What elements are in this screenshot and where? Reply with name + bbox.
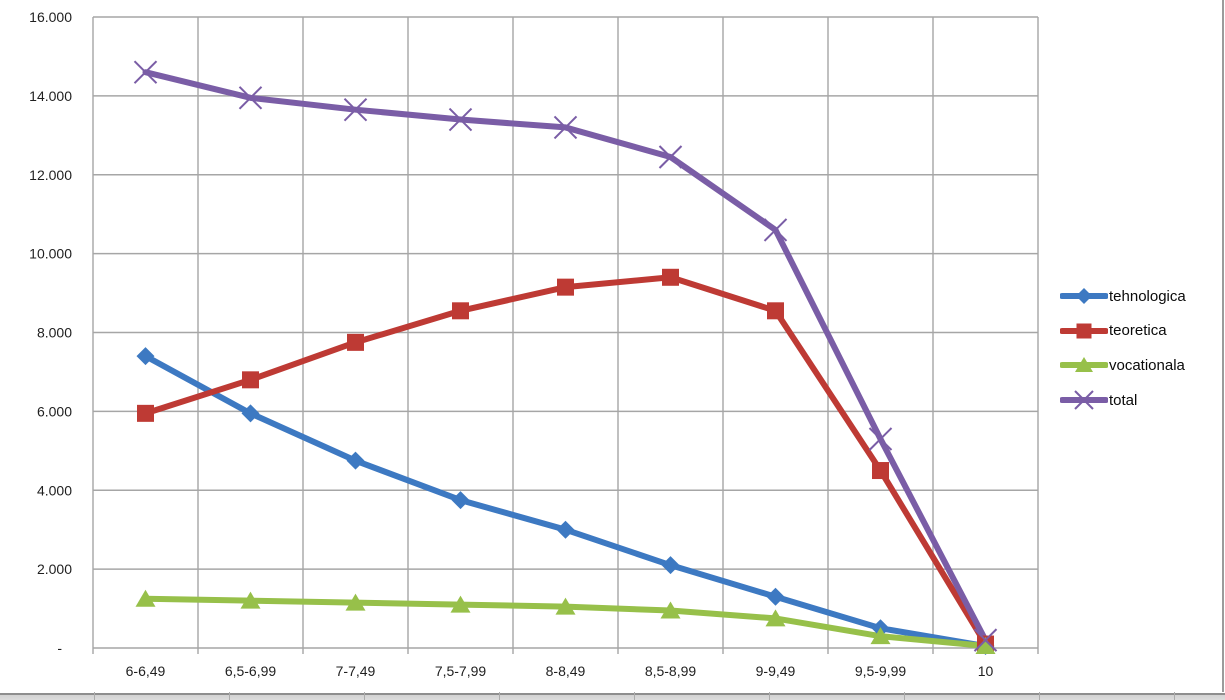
y-axis-tick-label: 6.000 bbox=[37, 403, 72, 419]
data-point-teoretica-2 bbox=[347, 333, 364, 351]
data-point-total-1 bbox=[238, 86, 263, 110]
y-axis-tick-label: 4.000 bbox=[37, 482, 72, 498]
data-point-tehnologica-5 bbox=[661, 556, 680, 575]
data-point-total-6 bbox=[763, 218, 788, 242]
y-axis-tick-label: 12.000 bbox=[29, 167, 72, 183]
data-point-total-8 bbox=[973, 628, 998, 652]
data-point-tehnologica-6 bbox=[766, 587, 785, 606]
x-axis-category-label: 8-8,49 bbox=[546, 663, 586, 679]
y-axis-tick-label: 8.000 bbox=[37, 325, 72, 341]
data-point-teoretica-0 bbox=[137, 404, 154, 422]
data-point-tehnologica-2 bbox=[346, 451, 365, 470]
legend-item-vocationala: vocationala bbox=[1060, 348, 1186, 383]
x-axis-category-label: 6,5-6,99 bbox=[225, 663, 277, 679]
legend-item-tehnologica: tehnologica bbox=[1060, 279, 1186, 314]
data-point-total-0 bbox=[133, 60, 158, 84]
data-point-vocationala-1 bbox=[240, 591, 261, 609]
data-point-total-5 bbox=[658, 145, 683, 169]
data-point-total-4 bbox=[553, 115, 578, 140]
data-point-teoretica-5 bbox=[662, 268, 679, 286]
data-point-tehnologica-3 bbox=[451, 491, 470, 510]
data-point-total-7 bbox=[868, 427, 893, 451]
data-point-vocationala-2 bbox=[345, 593, 366, 611]
legend-label: tehnologica bbox=[1109, 287, 1186, 305]
x-axis-category-label: 9,5-9,99 bbox=[855, 663, 907, 679]
y-axis-tick-label: - bbox=[57, 640, 62, 656]
data-point-vocationala-0 bbox=[135, 589, 156, 607]
legend-label: teoretica bbox=[1109, 322, 1167, 340]
data-point-vocationala-3 bbox=[450, 595, 471, 613]
legend-marker-triangle-icon bbox=[1060, 357, 1108, 373]
legend-item-teoretica: teoretica bbox=[1060, 314, 1186, 349]
data-point-vocationala-8 bbox=[975, 637, 996, 655]
y-axis-tick-label: 16.000 bbox=[29, 9, 72, 25]
legend-item-total: total bbox=[1060, 383, 1186, 418]
legend-marker-x-icon bbox=[1060, 390, 1108, 410]
x-axis-category-label: 8,5-8,99 bbox=[645, 663, 697, 679]
x-axis-category-label: 7-7,49 bbox=[336, 663, 376, 679]
legend-label: vocationala bbox=[1109, 356, 1185, 374]
chart-frame-right-edge bbox=[1222, 0, 1224, 694]
legend-marker-diamond-icon bbox=[1060, 288, 1108, 305]
data-point-vocationala-6 bbox=[765, 609, 786, 627]
data-point-tehnologica-0 bbox=[136, 347, 155, 366]
data-point-teoretica-7 bbox=[872, 462, 889, 480]
data-point-tehnologica-4 bbox=[556, 520, 575, 539]
x-axis-category-label: 7,5-7,99 bbox=[435, 663, 487, 679]
data-point-vocationala-7 bbox=[870, 627, 891, 645]
data-point-total-3 bbox=[448, 107, 473, 132]
worksheet-grid-strip bbox=[0, 692, 1225, 700]
data-point-tehnologica-1 bbox=[241, 404, 260, 423]
data-point-teoretica-6 bbox=[767, 302, 784, 320]
x-axis-category-label: 10 bbox=[978, 663, 994, 679]
x-axis-category-label: 6-6,49 bbox=[126, 663, 166, 679]
data-point-teoretica-3 bbox=[452, 302, 469, 320]
data-point-teoretica-1 bbox=[242, 371, 259, 389]
y-axis-tick-label: 2.000 bbox=[37, 561, 72, 577]
y-axis-tick-label: 14.000 bbox=[29, 88, 72, 104]
y-axis-tick-label: 10.000 bbox=[29, 246, 72, 262]
series-line-total bbox=[142, 69, 989, 644]
data-point-vocationala-4 bbox=[555, 597, 576, 615]
data-point-total-2 bbox=[343, 97, 368, 122]
chart-legend: tehnologica teoretica vocationala total bbox=[1060, 279, 1186, 417]
data-point-vocationala-5 bbox=[660, 601, 681, 619]
x-axis-category-label: 9-9,49 bbox=[756, 663, 796, 679]
legend-label: total bbox=[1109, 391, 1138, 409]
legend-marker-square-icon bbox=[1060, 323, 1108, 339]
data-point-teoretica-4 bbox=[557, 278, 574, 296]
